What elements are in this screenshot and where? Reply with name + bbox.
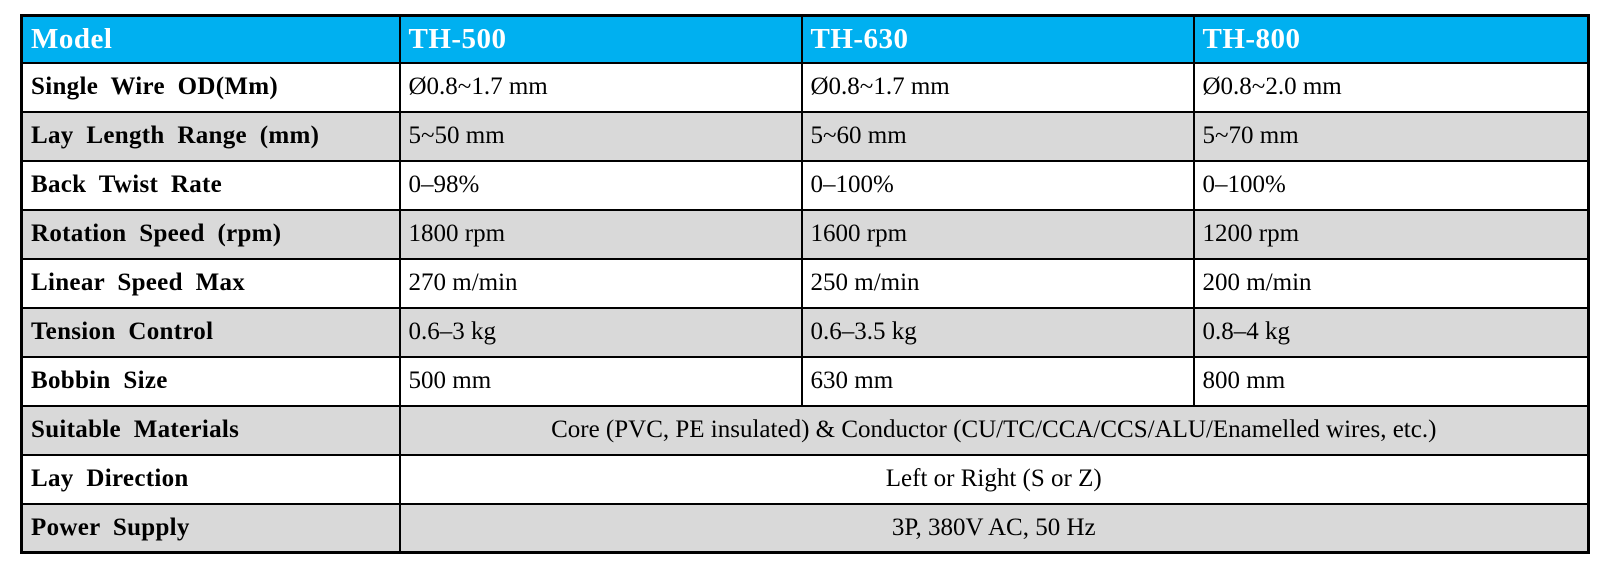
table-row-tension-control: Tension Control 0.6–3 kg 0.6–3.5 kg 0.8–… [20, 306, 1590, 358]
spec-value-cell: 0.6–3 kg [398, 306, 803, 358]
spec-value-cell: 0.8–4 kg [1192, 306, 1590, 358]
spec-value-cell: 270 m/min [398, 257, 803, 309]
spec-value-cell: 1200 rpm [1192, 208, 1590, 260]
row-label-rotation-speed: Rotation Speed (rpm) [20, 208, 401, 260]
spec-value-cell: Ø0.8~1.7 mm [800, 61, 1195, 113]
spec-value-cell: 0–98% [398, 159, 803, 211]
machine-spec-table: Model TH-500 TH-630 TH-800 Single Wire O… [20, 14, 1590, 554]
row-label-lay-direction: Lay Direction [20, 453, 401, 505]
table-row-suitable-materials: Suitable Materials Core (PVC, PE insulat… [20, 404, 1590, 456]
header-model-cell: Model [20, 14, 401, 64]
spec-value-cell: Ø0.8~1.7 mm [398, 61, 803, 113]
row-label-single-wire-od: Single Wire OD(Mm) [20, 61, 401, 113]
spec-value-cell: 5~50 mm [398, 110, 803, 162]
spec-span-value-lay-direction: Left or Right (S or Z) [398, 453, 1590, 505]
spec-value-cell: 1600 rpm [800, 208, 1195, 260]
spec-value-cell: 0–100% [1192, 159, 1590, 211]
row-label-suitable-materials: Suitable Materials [20, 404, 401, 456]
spec-value-cell: 5~60 mm [800, 110, 1195, 162]
header-col-th630: TH-630 [800, 14, 1195, 64]
table-row-power-supply: Power Supply 3P, 380V AC, 50 Hz [20, 502, 1590, 554]
row-label-bobbin-size: Bobbin Size [20, 355, 401, 407]
table-row-single-wire-od: Single Wire OD(Mm) Ø0.8~1.7 mm Ø0.8~1.7 … [20, 61, 1590, 113]
row-label-lay-length-range: Lay Length Range (mm) [20, 110, 401, 162]
spec-value-cell: 630 mm [800, 355, 1195, 407]
spec-value-cell: 250 m/min [800, 257, 1195, 309]
spec-value-cell: Ø0.8~2.0 mm [1192, 61, 1590, 113]
spec-span-value-suitable-materials: Core (PVC, PE insulated) & Conductor (CU… [398, 404, 1590, 456]
spec-value-cell: 0.6–3.5 kg [800, 306, 1195, 358]
spec-value-cell: 1800 rpm [398, 208, 803, 260]
spec-value-cell: 0–100% [800, 159, 1195, 211]
spec-value-cell: 500 mm [398, 355, 803, 407]
row-label-tension-control: Tension Control [20, 306, 401, 358]
table-row-linear-speed-max: Linear Speed Max 270 m/min 250 m/min 200… [20, 257, 1590, 309]
table-row-rotation-speed: Rotation Speed (rpm) 1800 rpm 1600 rpm 1… [20, 208, 1590, 260]
header-col-th800: TH-800 [1192, 14, 1590, 64]
spec-value-cell: 5~70 mm [1192, 110, 1590, 162]
table-row-lay-length-range: Lay Length Range (mm) 5~50 mm 5~60 mm 5~… [20, 110, 1590, 162]
spec-value-cell: 200 m/min [1192, 257, 1590, 309]
header-col-th500: TH-500 [398, 14, 803, 64]
row-label-power-supply: Power Supply [20, 502, 401, 554]
table-row-back-twist-rate: Back Twist Rate 0–98% 0–100% 0–100% [20, 159, 1590, 211]
table-header-row: Model TH-500 TH-630 TH-800 [20, 14, 1590, 64]
table-row-bobbin-size: Bobbin Size 500 mm 630 mm 800 mm [20, 355, 1590, 407]
row-label-back-twist-rate: Back Twist Rate [20, 159, 401, 211]
row-label-linear-speed-max: Linear Speed Max [20, 257, 401, 309]
spec-value-cell: 800 mm [1192, 355, 1590, 407]
spec-span-value-power-supply: 3P, 380V AC, 50 Hz [398, 502, 1590, 554]
table-row-lay-direction: Lay Direction Left or Right (S or Z) [20, 453, 1590, 505]
